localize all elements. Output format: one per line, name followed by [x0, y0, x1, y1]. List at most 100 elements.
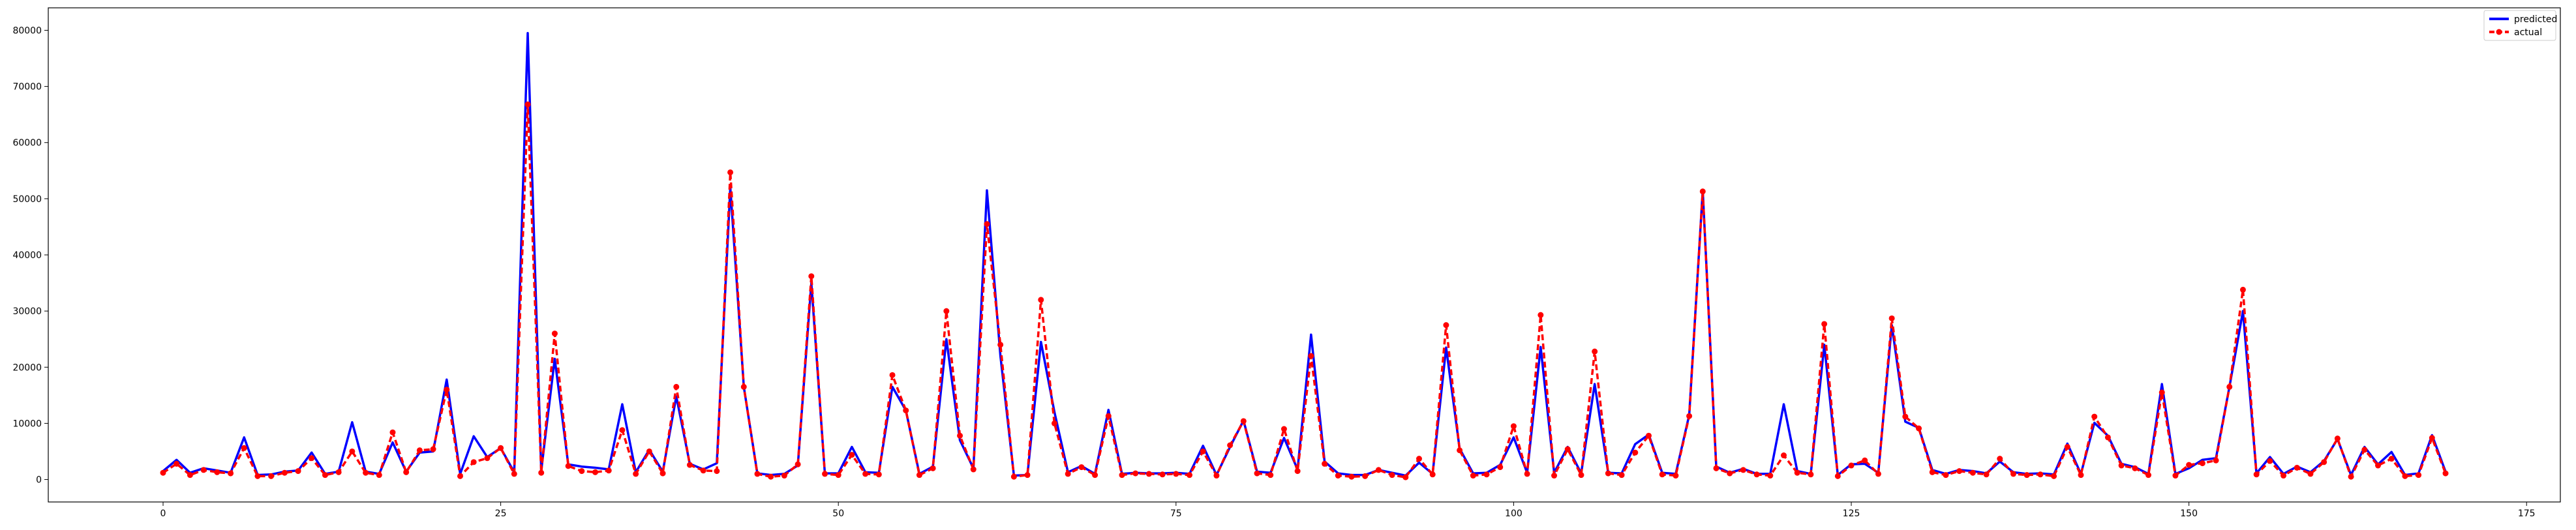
data-point-actual: [2010, 471, 2016, 477]
data-point-actual: [700, 467, 706, 474]
data-point-actual: [2429, 435, 2435, 441]
data-point-actual: [1402, 474, 1409, 480]
data-point-actual: [2281, 473, 2287, 479]
x-axis: 0 25 50 75 100 125 150 175: [160, 502, 2536, 519]
data-point-actual: [1618, 472, 1625, 478]
data-point-actual: [484, 455, 491, 462]
data-point-actual: [822, 471, 828, 477]
data-point-actual: [200, 467, 207, 473]
data-point-actual: [2253, 471, 2260, 478]
data-point-actual: [2402, 473, 2408, 479]
data-point-actual: [903, 407, 909, 414]
data-point-actual: [795, 461, 801, 467]
data-point-actual: [1564, 446, 1571, 452]
data-point-actual: [1727, 470, 1733, 477]
data-point-actual: [875, 471, 882, 478]
data-point-actual: [1078, 464, 1085, 471]
legend: predicted actual: [2483, 10, 2557, 41]
data-point-actual: [363, 469, 369, 476]
data-point-actual: [1510, 423, 1517, 430]
data-point-actual: [281, 469, 288, 476]
data-point-actual: [1875, 471, 1881, 477]
series-layer: [160, 32, 2449, 480]
data-point-actual: [1699, 188, 1706, 195]
data-point-actual: [1254, 470, 1260, 477]
data-point-actual: [430, 446, 436, 452]
data-point-actual: [1470, 473, 1476, 479]
data-point-actual: [1916, 425, 1922, 432]
x-tick-label: 50: [832, 508, 844, 519]
data-point-actual: [2132, 465, 2138, 471]
data-point-actual: [619, 427, 626, 434]
data-point-actual: [2307, 471, 2314, 477]
data-point-actual: [322, 472, 328, 478]
data-point-actual: [1956, 468, 1963, 475]
data-point-actual: [1969, 469, 1976, 476]
data-point-actual: [2348, 473, 2354, 480]
data-point-actual: [740, 383, 747, 390]
data-point-actual: [349, 448, 356, 454]
y-tick-label: 0: [36, 475, 42, 486]
data-point-actual: [1443, 322, 1449, 329]
legend-predicted-label: predicted: [2514, 14, 2557, 25]
data-point-actual: [2321, 459, 2327, 465]
data-point-actual: [470, 459, 477, 465]
data-point-actual: [1416, 456, 1422, 462]
data-point-actual: [551, 331, 558, 337]
data-point-actual: [1686, 413, 1693, 419]
data-point-actual: [673, 383, 680, 390]
legend-actual-label: actual: [2514, 27, 2542, 38]
data-point-actual: [1389, 472, 1395, 478]
data-point-actual: [1322, 460, 1328, 467]
data-point-actual: [2159, 389, 2165, 396]
data-point-actual: [2118, 462, 2125, 469]
data-point-actual: [1173, 471, 1179, 477]
data-point-actual: [444, 387, 450, 393]
data-point-actual: [2104, 434, 2111, 441]
data-point-actual: [268, 473, 275, 479]
x-tick-label: 125: [1843, 508, 1860, 519]
plot-area: [48, 8, 2560, 502]
data-point-actual: [1240, 418, 1247, 424]
data-point-actual: [1551, 473, 1558, 479]
data-point-actual: [1227, 442, 1234, 449]
data-point-actual: [295, 468, 301, 475]
data-point-actual: [1781, 452, 1787, 459]
data-point-actual: [2388, 456, 2395, 462]
data-point-actual: [403, 469, 410, 475]
data-point-actual: [1808, 471, 1814, 478]
y-tick-label: 10000: [12, 419, 42, 429]
data-point-actual: [1132, 470, 1139, 477]
data-point-actual: [1821, 321, 1828, 327]
data-point-actual: [1429, 471, 1436, 478]
data-point-actual: [889, 372, 896, 378]
data-point-actual: [1862, 457, 1868, 464]
data-point-actual: [633, 471, 639, 477]
data-point-actual: [1888, 315, 1895, 321]
data-point-actual: [1308, 353, 1314, 359]
series-line-actual: [162, 103, 2447, 478]
data-point-actual: [416, 447, 423, 454]
x-tick-label: 0: [160, 508, 166, 519]
x-tick-label: 150: [2180, 508, 2198, 519]
data-point-actual: [1834, 473, 1841, 479]
data-point-actual: [849, 452, 855, 458]
data-point-actual: [579, 468, 585, 475]
data-point-actual: [957, 432, 963, 439]
data-point-actual: [1673, 473, 1679, 479]
data-point-actual: [1943, 472, 1949, 478]
data-point-actual: [916, 472, 922, 478]
data-point-actual: [646, 448, 652, 454]
data-point-actual: [1065, 471, 1071, 477]
data-point-actual: [2226, 383, 2233, 390]
data-point-actual: [1335, 473, 1341, 479]
data-point-actual: [2267, 458, 2273, 464]
data-point-actual: [187, 472, 193, 478]
data-point-actual: [2294, 464, 2300, 471]
y-tick-label: 30000: [12, 306, 42, 317]
data-point-actual: [2213, 457, 2219, 464]
data-point-actual: [1753, 471, 1760, 478]
data-point-actual: [1929, 469, 1935, 475]
data-point-actual: [727, 169, 734, 175]
data-point-actual: [1024, 472, 1031, 478]
